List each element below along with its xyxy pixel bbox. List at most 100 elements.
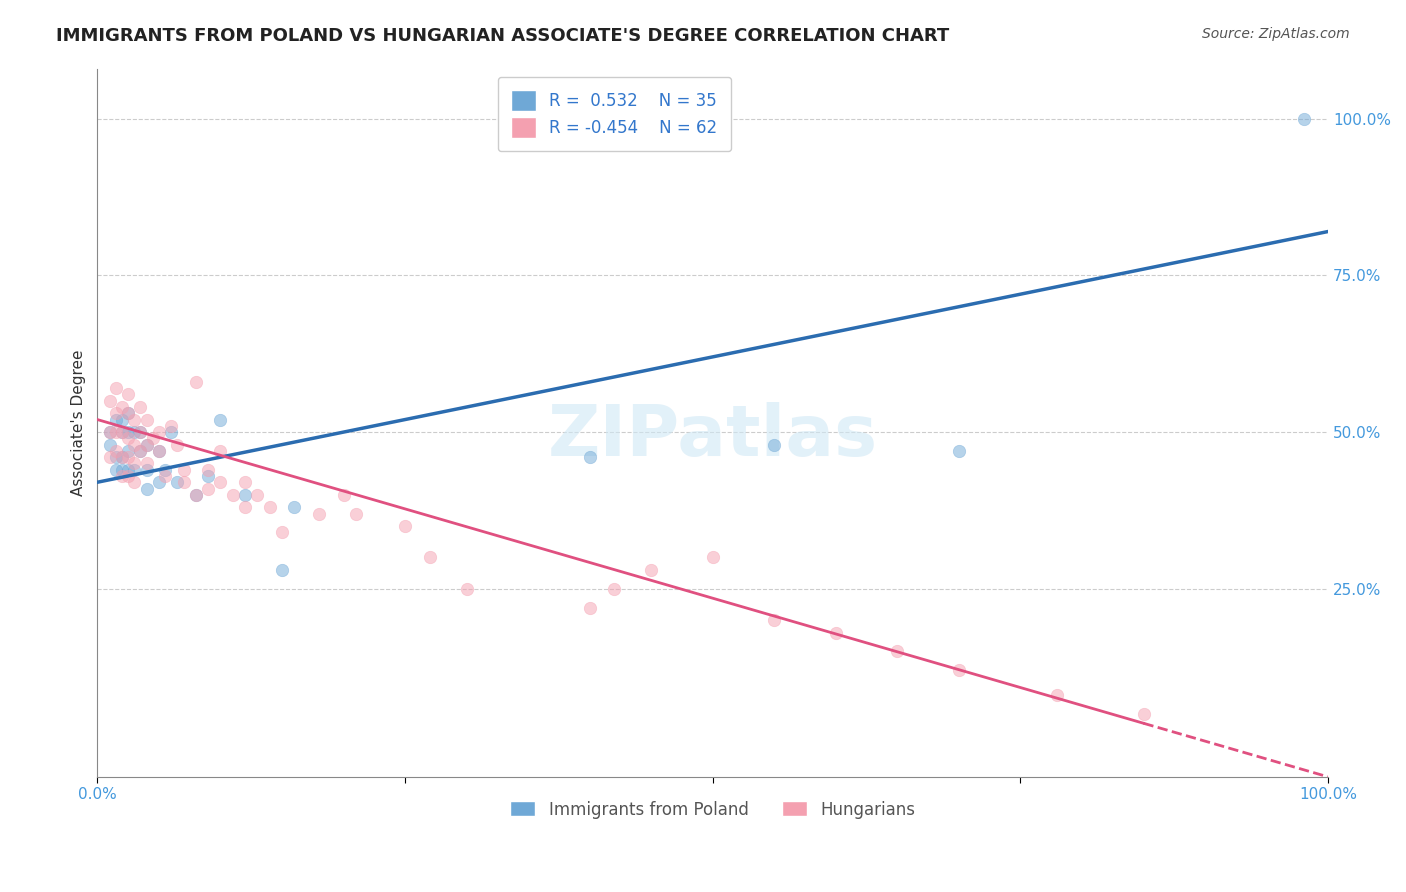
Point — [763, 613, 786, 627]
Point — [117, 443, 139, 458]
Point — [117, 387, 139, 401]
Point — [763, 437, 786, 451]
Point — [117, 450, 139, 465]
Point — [98, 425, 121, 439]
Point — [98, 393, 121, 408]
Point — [135, 412, 157, 426]
Point — [197, 469, 219, 483]
Point — [111, 463, 134, 477]
Point — [124, 412, 146, 426]
Point — [166, 475, 188, 490]
Point — [124, 437, 146, 451]
Point — [271, 525, 294, 540]
Point — [148, 475, 170, 490]
Text: IMMIGRANTS FROM POLAND VS HUNGARIAN ASSOCIATE'S DEGREE CORRELATION CHART: IMMIGRANTS FROM POLAND VS HUNGARIAN ASSO… — [56, 27, 949, 45]
Point — [160, 425, 183, 439]
Point — [456, 582, 478, 596]
Point — [148, 443, 170, 458]
Point — [184, 488, 207, 502]
Point — [104, 406, 127, 420]
Point — [129, 443, 152, 458]
Point — [135, 482, 157, 496]
Point — [98, 437, 121, 451]
Point — [603, 582, 626, 596]
Point — [111, 412, 134, 426]
Point — [173, 475, 195, 490]
Point — [104, 425, 127, 439]
Point — [271, 563, 294, 577]
Point — [160, 418, 183, 433]
Point — [135, 437, 157, 451]
Point — [640, 563, 662, 577]
Text: Source: ZipAtlas.com: Source: ZipAtlas.com — [1202, 27, 1350, 41]
Point — [117, 406, 139, 420]
Point — [124, 463, 146, 477]
Point — [124, 457, 146, 471]
Point — [1292, 112, 1315, 126]
Point — [98, 425, 121, 439]
Point — [222, 488, 245, 502]
Point — [111, 425, 134, 439]
Point — [197, 463, 219, 477]
Point — [948, 443, 970, 458]
Point — [824, 625, 846, 640]
Point — [332, 488, 354, 502]
Point — [246, 488, 269, 502]
Point — [233, 475, 256, 490]
Point — [184, 375, 207, 389]
Point — [148, 425, 170, 439]
Point — [419, 550, 441, 565]
Point — [702, 550, 724, 565]
Point — [104, 381, 127, 395]
Point — [104, 412, 127, 426]
Point — [104, 450, 127, 465]
Point — [129, 400, 152, 414]
Point — [578, 450, 600, 465]
Point — [117, 469, 139, 483]
Point — [135, 457, 157, 471]
Legend: Immigrants from Poland, Hungarians: Immigrants from Poland, Hungarians — [503, 794, 922, 825]
Point — [1046, 689, 1069, 703]
Point — [104, 463, 127, 477]
Point — [98, 450, 121, 465]
Point — [233, 500, 256, 515]
Point — [117, 463, 139, 477]
Point — [344, 507, 367, 521]
Point — [184, 488, 207, 502]
Point — [129, 443, 152, 458]
Y-axis label: Associate's Degree: Associate's Degree — [72, 350, 86, 496]
Point — [135, 463, 157, 477]
Text: ZIPatlas: ZIPatlas — [548, 402, 877, 471]
Point — [148, 443, 170, 458]
Point — [111, 469, 134, 483]
Point — [111, 400, 134, 414]
Point — [111, 425, 134, 439]
Point — [124, 475, 146, 490]
Point — [117, 406, 139, 420]
Point — [111, 450, 134, 465]
Point — [135, 437, 157, 451]
Point — [129, 425, 152, 439]
Point — [209, 475, 232, 490]
Point — [209, 443, 232, 458]
Point — [153, 469, 176, 483]
Point — [129, 425, 152, 439]
Point — [166, 437, 188, 451]
Point — [283, 500, 305, 515]
Point — [197, 482, 219, 496]
Point — [117, 425, 139, 439]
Point — [117, 431, 139, 445]
Point — [111, 450, 134, 465]
Point — [153, 463, 176, 477]
Point — [209, 412, 232, 426]
Point — [173, 463, 195, 477]
Point — [233, 488, 256, 502]
Point — [886, 644, 908, 658]
Point — [104, 443, 127, 458]
Point — [394, 519, 416, 533]
Point — [142, 431, 165, 445]
Point — [259, 500, 281, 515]
Point — [1132, 707, 1154, 722]
Point — [948, 663, 970, 677]
Point — [308, 507, 330, 521]
